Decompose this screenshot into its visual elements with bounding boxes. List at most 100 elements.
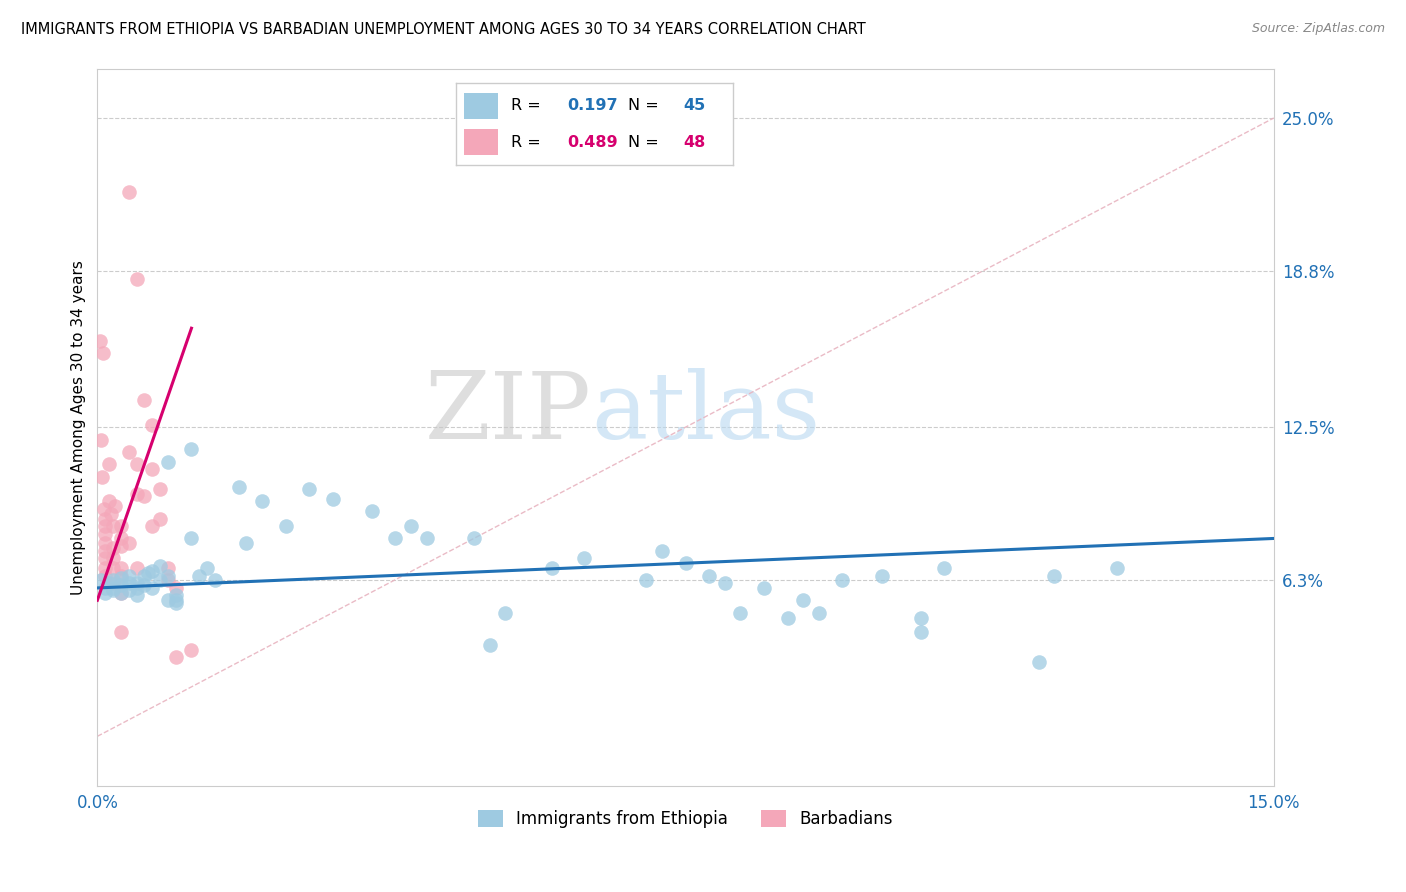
Point	[934, 561, 956, 575]
Point	[94, 551, 117, 566]
Point	[134, 490, 156, 504]
Point	[110, 532, 132, 546]
Point	[188, 568, 211, 582]
Point	[90, 574, 112, 588]
Point	[110, 625, 132, 640]
Point	[1105, 561, 1128, 575]
Point	[149, 558, 172, 573]
Point	[149, 482, 172, 496]
Point	[118, 576, 141, 591]
Point	[416, 532, 439, 546]
Point	[98, 457, 121, 471]
Point	[235, 536, 257, 550]
Point	[713, 576, 735, 591]
Point	[165, 588, 187, 602]
Text: IMMIGRANTS FROM ETHIOPIA VS BARBADIAN UNEMPLOYMENT AMONG AGES 30 TO 34 YEARS COR: IMMIGRANTS FROM ETHIOPIA VS BARBADIAN UN…	[21, 22, 866, 37]
Point	[228, 479, 250, 493]
Point	[98, 494, 121, 508]
Point	[94, 561, 117, 575]
Point	[322, 491, 344, 506]
Point	[149, 511, 172, 525]
Point	[101, 583, 124, 598]
Point	[1043, 568, 1066, 582]
Point	[463, 532, 485, 546]
Point	[125, 588, 148, 602]
Point	[1028, 655, 1050, 669]
Point	[134, 568, 156, 582]
Point	[125, 561, 148, 575]
Point	[141, 581, 163, 595]
Point	[360, 504, 382, 518]
Point	[110, 586, 132, 600]
Point	[118, 583, 141, 598]
Point	[399, 519, 422, 533]
Point	[94, 544, 117, 558]
Point	[94, 536, 117, 550]
Point	[478, 638, 501, 652]
Point	[156, 561, 179, 575]
Point	[697, 568, 720, 582]
Point	[89, 334, 111, 348]
Point	[136, 566, 159, 580]
Point	[792, 593, 814, 607]
Point	[636, 574, 658, 588]
Point	[910, 610, 932, 624]
Point	[250, 494, 273, 508]
Point	[870, 568, 893, 582]
Point	[91, 469, 114, 483]
Point	[807, 606, 830, 620]
Point	[110, 539, 132, 553]
Point	[118, 185, 141, 199]
Point	[384, 532, 406, 546]
Point	[730, 606, 752, 620]
Text: ZIP: ZIP	[425, 368, 592, 458]
Point	[541, 561, 564, 575]
Point	[101, 576, 124, 591]
Point	[141, 519, 163, 533]
Point	[94, 526, 117, 541]
Point	[149, 574, 172, 588]
Point	[118, 536, 141, 550]
Point	[572, 551, 595, 566]
Text: Source: ZipAtlas.com: Source: ZipAtlas.com	[1251, 22, 1385, 36]
Point	[101, 574, 124, 588]
Point	[125, 576, 148, 591]
Point	[93, 501, 115, 516]
Point	[104, 500, 127, 514]
Point	[110, 519, 132, 533]
Point	[298, 482, 321, 496]
Point	[118, 568, 141, 582]
Point	[110, 578, 132, 592]
Point	[180, 442, 202, 457]
Point	[134, 392, 156, 407]
Point	[125, 487, 148, 501]
Point	[101, 561, 124, 575]
Point	[110, 586, 132, 600]
Point	[165, 596, 187, 610]
Point	[125, 581, 148, 595]
Point	[651, 544, 673, 558]
Point	[494, 606, 516, 620]
Point	[776, 610, 799, 624]
Point	[156, 568, 179, 582]
Point	[94, 519, 117, 533]
Point	[94, 511, 117, 525]
Point	[134, 578, 156, 592]
Point	[831, 574, 853, 588]
Point	[94, 568, 117, 582]
Point	[156, 455, 179, 469]
Point	[156, 574, 179, 588]
Point	[141, 417, 163, 432]
Text: atlas: atlas	[592, 368, 821, 458]
Point	[110, 568, 132, 582]
Point	[204, 574, 226, 588]
Point	[752, 581, 775, 595]
Legend: Immigrants from Ethiopia, Barbadians: Immigrants from Ethiopia, Barbadians	[471, 804, 900, 835]
Point	[125, 457, 148, 471]
Point	[90, 433, 112, 447]
Point	[165, 593, 187, 607]
Point	[98, 576, 121, 591]
Point	[118, 445, 141, 459]
Point	[100, 507, 122, 521]
Point	[94, 586, 117, 600]
